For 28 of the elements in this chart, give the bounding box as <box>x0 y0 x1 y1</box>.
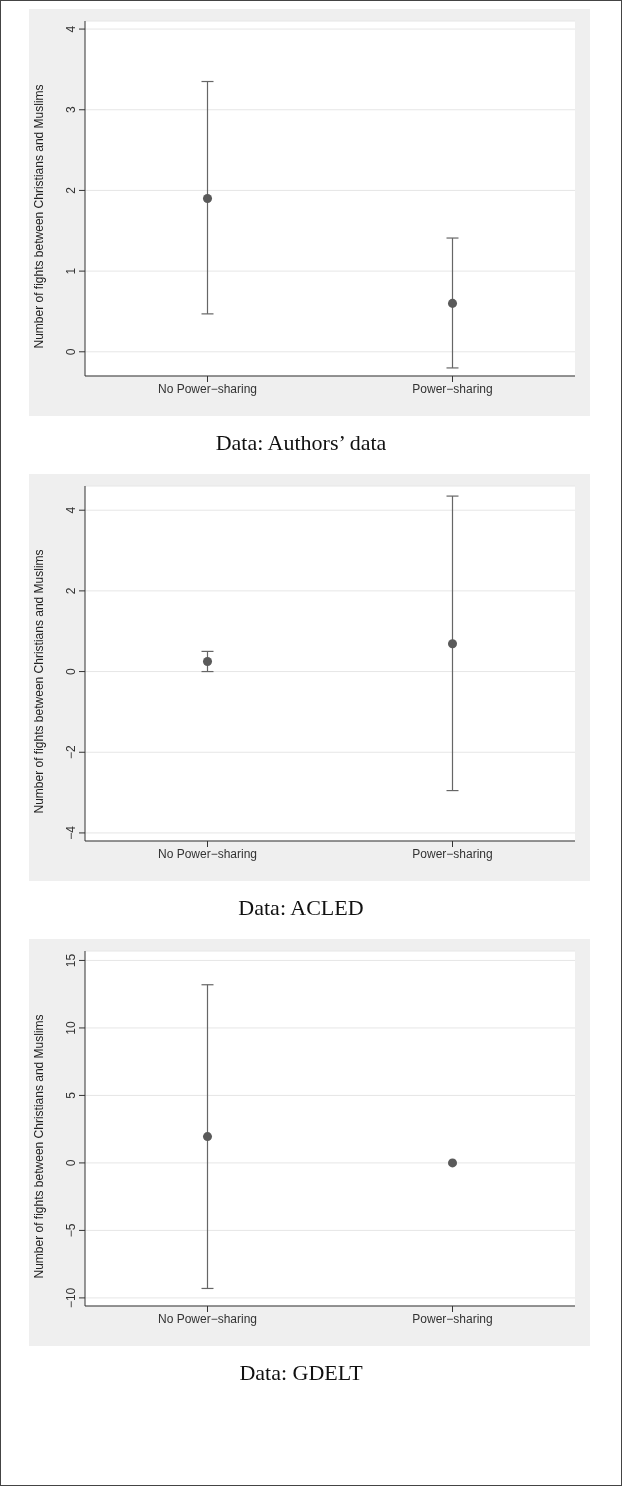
text: Data: ACLED <box>237 895 365 921</box>
x-tick-label: Power−sharing <box>412 846 493 861</box>
x-tick-label: Power−sharing <box>412 1311 493 1326</box>
y-tick-label: 0 <box>64 348 78 356</box>
y-tick-label: 15 <box>64 953 78 968</box>
y-tick-label: −4 <box>64 825 78 840</box>
y-tick-label: 2 <box>64 186 78 194</box>
y-tick-label: 4 <box>64 506 78 514</box>
y-tick-label: 10 <box>64 1020 78 1035</box>
text: Data: GDELT <box>238 1360 364 1386</box>
y-axis-title: Number of fights between Christians and Muslims <box>32 549 47 814</box>
x-tick-label: No Power−sharing <box>157 381 258 396</box>
y-tick-label: 4 <box>64 25 78 33</box>
y-tick-label: 2 <box>64 587 78 595</box>
y-tick-label: 0 <box>64 667 78 675</box>
x-tick-label: No Power−sharing <box>157 846 258 861</box>
y-axis-title: Number of fights between Christians and Muslims <box>32 1014 47 1279</box>
x-tick-label: Power−sharing <box>412 381 493 396</box>
y-tick-label: 5 <box>64 1091 78 1099</box>
y-tick-label: 1 <box>64 267 78 275</box>
y-tick-label: −5 <box>64 1223 78 1238</box>
x-tick-label: No Power−sharing <box>157 1311 258 1326</box>
y-tick-label: 3 <box>64 106 78 114</box>
y-tick-label: −10 <box>64 1287 78 1309</box>
y-tick-label: −2 <box>64 745 78 760</box>
y-tick-label: 0 <box>64 1159 78 1167</box>
y-axis-title: Number of fights between Christians and Muslims <box>32 84 47 349</box>
text: Data: Authors’ data <box>214 430 388 456</box>
